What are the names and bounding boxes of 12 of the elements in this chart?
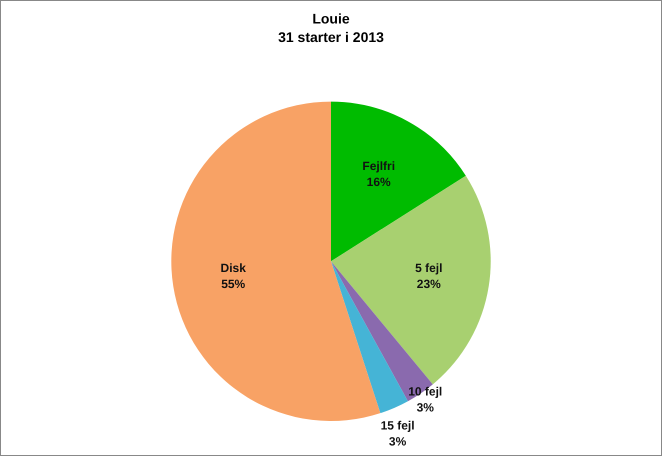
slice-label: Disk <box>220 261 246 276</box>
data-label: 3% <box>416 400 434 414</box>
slice-label: 10 fejl <box>408 384 442 398</box>
slice-label: 15 fejl <box>380 418 415 432</box>
data-label: 16% <box>366 174 392 189</box>
slice-label: 5 fejl <box>415 261 442 276</box>
chart-subtitle: 31 starter i 2013 <box>278 29 384 46</box>
data-label: 3% <box>388 434 407 448</box>
data-label: 23% <box>416 277 442 292</box>
data-label: 55% <box>221 277 246 292</box>
chart-title: Louie <box>312 10 350 26</box>
slice-label: Fejlfri <box>362 158 396 173</box>
